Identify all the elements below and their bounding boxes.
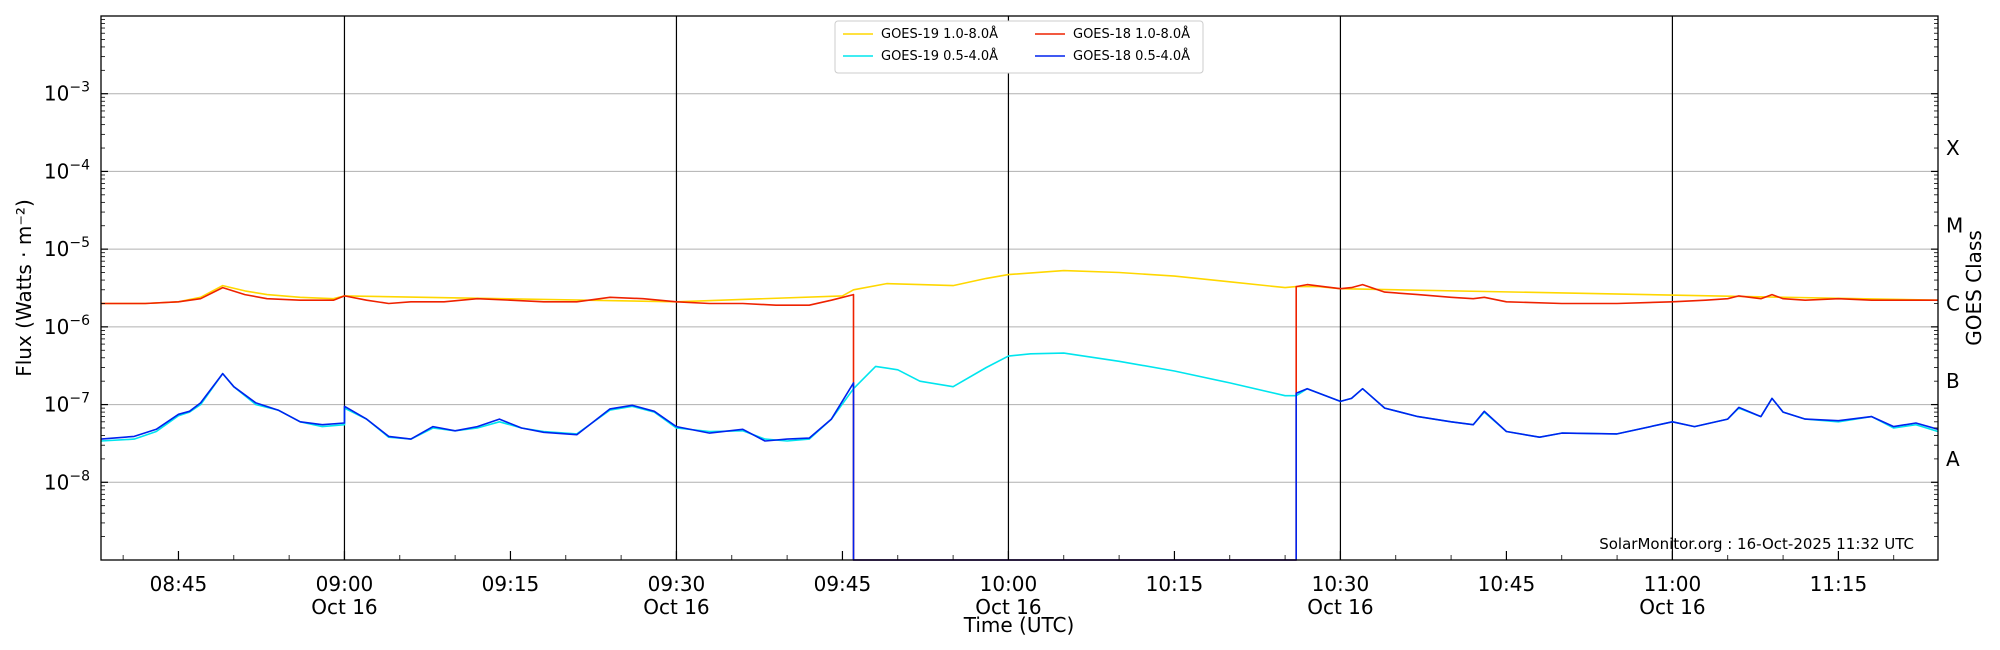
x-tick-label: 10:45 — [1478, 572, 1536, 596]
goes-class-labels: X M C B A — [1946, 136, 1963, 471]
legend-entries: GOES-19 1.0-8.0Å GOES-18 1.0-8.0Å GOES-19 … — [843, 26, 1190, 64]
x-tick-date-label: Oct 16 — [643, 595, 709, 619]
goes-class-b: B — [1946, 369, 1960, 393]
y-tick-label: 10−8 — [44, 468, 90, 494]
legend-box — [834, 20, 1204, 74]
goes-class-c: C — [1946, 291, 1960, 315]
x-tick-label: 09:15 — [482, 572, 540, 596]
x-tick-label: 09:00 — [316, 572, 374, 596]
legend-label: GOES-19 0.5-4.0Å — [881, 48, 998, 64]
x-tick-label: 11:15 — [1810, 572, 1868, 596]
goes-class-a: A — [1946, 447, 1960, 471]
x-tick-label: 10:15 — [1146, 572, 1204, 596]
series-line-0 — [101, 269, 1939, 305]
legend-label: GOES-18 1.0-8.0Å — [1073, 26, 1190, 42]
grid-lines — [101, 93, 1938, 483]
plot-frame — [100, 15, 1939, 561]
goes-class-x: X — [1946, 136, 1960, 160]
day-marker-lines — [343, 16, 1674, 560]
series-lines — [100, 269, 1939, 561]
legend: GOES-19 1.0-8.0Å GOES-18 1.0-8.0Å GOES-19 … — [834, 20, 1204, 74]
y-tick-label: 10−3 — [44, 80, 90, 106]
x-tick-label: 08:45 — [150, 572, 208, 596]
x-tick-label: 09:30 — [648, 572, 706, 596]
y-tick-label: 10−6 — [44, 313, 90, 339]
x-tick-label: 10:30 — [1312, 572, 1370, 596]
y-axis-ticks: 10−3 10−4 10−5 10−6 10−7 10−8 — [44, 19, 1938, 538]
x-tick-label: 10:00 — [980, 572, 1038, 596]
y2-axis-title: GOES Class — [1962, 230, 1986, 346]
x-tick-date-label: Oct 16 — [311, 595, 377, 619]
x-tick-date-label: Oct 16 — [1307, 595, 1373, 619]
goes-class-m: M — [1946, 214, 1963, 238]
x-tick-label: 11:00 — [1644, 572, 1702, 596]
credit-label: SolarMonitor.org : 16-Oct-2025 11:32 UTC — [1599, 535, 1914, 553]
y-axis-title: Flux (Watts · m⁻²) — [12, 199, 36, 377]
x-tick-date-label: Oct 16 — [1639, 595, 1705, 619]
legend-label: GOES-19 1.0-8.0Å — [881, 26, 998, 42]
series-line-1 — [101, 283, 1938, 561]
y-tick-label: 10−4 — [44, 157, 90, 183]
x-tick-date-label: Oct 16 — [975, 595, 1041, 619]
y-tick-label: 10−5 — [44, 235, 90, 261]
x-axis-title: Time (UTC) — [963, 613, 1075, 637]
series-line-3 — [100, 372, 1939, 561]
y-tick-label: 10−7 — [44, 391, 90, 417]
legend-label: GOES-18 0.5-4.0Å — [1073, 48, 1190, 64]
x-tick-label: 09:45 — [814, 572, 872, 596]
